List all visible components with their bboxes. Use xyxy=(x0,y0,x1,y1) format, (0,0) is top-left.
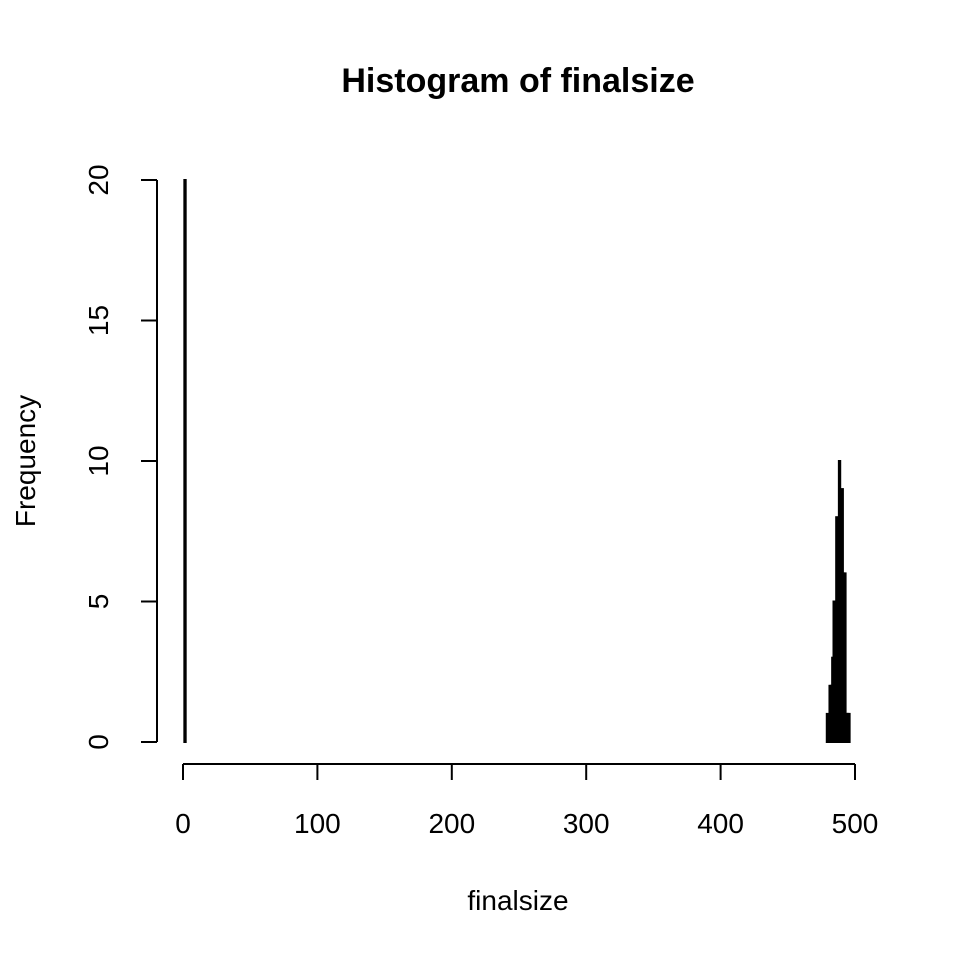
x-tick-label: 300 xyxy=(563,808,610,839)
x-tick-label: 100 xyxy=(294,808,341,839)
x-axis: 0 100 200 300 400 500 xyxy=(175,763,879,839)
y-tick-label: 20 xyxy=(83,164,114,195)
bars-group xyxy=(183,179,851,744)
x-tick-label: 400 xyxy=(697,808,744,839)
x-tick-label: 0 xyxy=(175,808,191,839)
x-axis-label: finalsize xyxy=(467,885,568,916)
y-axis-label: Frequency xyxy=(10,395,41,527)
y-tick-label: 10 xyxy=(83,445,114,476)
y-tick-label: 0 xyxy=(83,734,114,750)
histogram-bar-19 xyxy=(847,712,851,744)
histogram-bar-3 xyxy=(825,712,830,744)
y-tick-label: 5 xyxy=(83,594,114,610)
x-tick-label: 500 xyxy=(832,808,879,839)
histogram-bar-1 xyxy=(183,179,187,743)
chart-title: Histogram of finalsize xyxy=(341,62,694,100)
y-axis: 0 5 10 15 20 xyxy=(83,164,158,750)
x-tick-label: 200 xyxy=(428,808,475,839)
y-tick-label: 15 xyxy=(83,305,114,336)
